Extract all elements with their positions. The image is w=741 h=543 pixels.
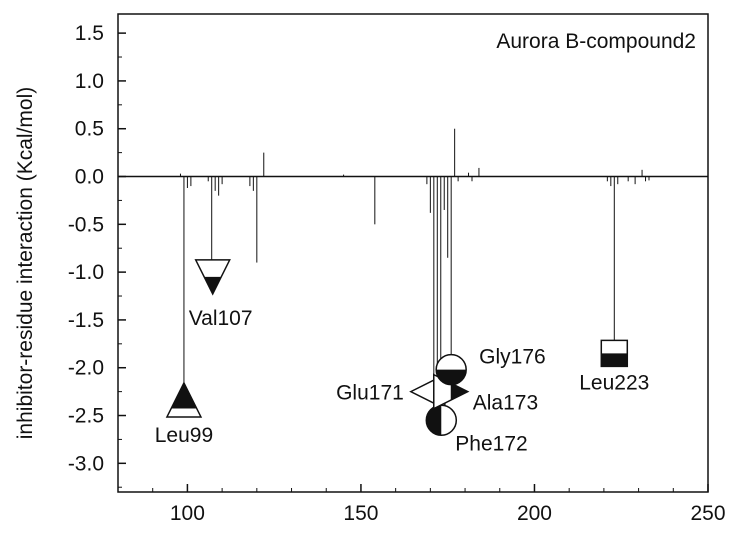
marker-fill [436,369,467,385]
triangle-up-marker [165,381,203,418]
circle-marker [435,353,467,386]
marker-label: Glu171 [336,382,404,405]
marker-fill [450,383,468,401]
triangle-down-marker [194,259,231,296]
marker-label: Ala173 [473,392,538,415]
y-tick-label: -1.5 [68,309,104,332]
y-tick-label: -0.5 [68,213,104,236]
y-tick-label: -3.0 [68,452,104,475]
y-tick-label: 0.0 [75,166,104,189]
x-tick-label: 200 [517,502,552,525]
x-tick-label: 100 [170,502,205,525]
y-tick-label: 1.5 [75,22,104,45]
marker-label: Gly176 [479,346,546,369]
marker-fill [426,405,442,436]
y-axis-label: inhibitor-residue interaction (Kcal/mol) [14,87,37,439]
bars [179,128,650,421]
marker-label: Leu223 [579,371,649,394]
y-tick-label: -2.5 [68,405,104,428]
marker-fill [204,276,222,294]
y-tick-label: -1.0 [68,261,104,284]
y-tick-label: 1.0 [75,70,104,93]
marker-label: Leu99 [155,424,213,447]
marker-label: Val107 [189,307,253,330]
marker-label: Phe172 [455,432,527,455]
y-tick-label: -2.0 [68,357,104,380]
plot-frame [117,13,709,493]
x-tick-label: 150 [343,502,378,525]
marker-fill [601,353,628,367]
circle-marker [425,404,458,437]
marker-fill [171,382,197,409]
chart-title: Aurora B-compound2 [496,30,696,53]
axis-ticks: 100 150 200 250 1.5 1.0 0.5 0.0 -0.5 -1.0 -1.5 -2.0… [68,22,726,525]
square-marker [600,339,629,368]
x-tick-label: 250 [690,502,725,525]
annotations: Leu99 Val107 Glu171 Phe172 Ala173 Gly176 Leu22… [155,259,649,455]
y-tick-label: 0.5 [75,118,104,141]
